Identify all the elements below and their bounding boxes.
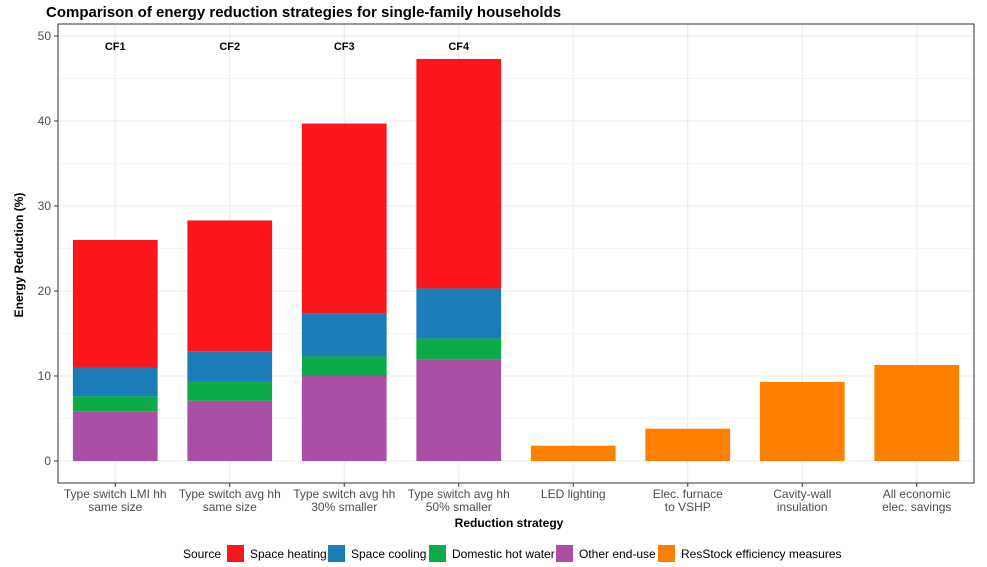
bar-segment — [72, 396, 158, 412]
bar-segment — [530, 445, 616, 461]
y-axis: 0 10 20 30 40 50 — [38, 29, 58, 468]
y-tick-label: 0 — [44, 454, 51, 468]
chart-title: Comparison of energy reduction strategie… — [46, 4, 561, 21]
y-tick-label: 30 — [38, 199, 52, 213]
bar-segment — [72, 240, 158, 368]
bar-segment — [301, 313, 387, 357]
x-tick-label: Type switch avg hh 50% smaller — [408, 487, 510, 514]
plot-panel-border — [57, 23, 975, 484]
bar-segment — [416, 338, 502, 360]
bar-segment — [72, 411, 158, 461]
bar-segment — [72, 367, 158, 397]
legend-swatch — [658, 545, 675, 562]
y-tick-label: 40 — [38, 114, 52, 128]
bar-segment — [416, 288, 502, 339]
x-tick-label: Cavity-wall insulation — [773, 487, 831, 514]
x-tick-label: Elec. furnace to VSHP — [653, 487, 723, 514]
x-tick-label: Type switch avg hh 30% smaller — [293, 487, 395, 514]
bar-annotation: CF4 — [448, 41, 470, 53]
legend-swatch — [328, 545, 345, 562]
bar-segment — [187, 351, 273, 382]
legend-entry-label: ResStock efficiency measures — [681, 547, 842, 561]
legend-title: Source — [183, 547, 221, 561]
y-tick-label: 20 — [38, 284, 52, 298]
bar-segment — [301, 376, 387, 461]
bar-segment — [759, 381, 845, 461]
y-tick-label: 10 — [38, 369, 52, 383]
bar-segment — [416, 58, 502, 289]
legend-entry-label: Other end-use — [579, 547, 656, 561]
bar-segment — [187, 220, 273, 352]
x-tick-label: All economic elec. savings — [882, 487, 951, 514]
legend-entry-label: Domestic hot water — [452, 547, 555, 561]
legend-entry-label: Space heating — [250, 547, 327, 561]
bar-segment — [301, 356, 387, 376]
bar-annotation: CF2 — [219, 41, 240, 53]
bar-segment — [187, 381, 273, 401]
y-axis-title: Energy Reduction (%) — [12, 193, 26, 318]
y-tick-label: 50 — [38, 29, 52, 43]
legend-swatch — [556, 545, 573, 562]
x-tick-label: Type switch avg hh same size — [179, 487, 281, 514]
bars — [72, 58, 960, 461]
legend: Source Space heating Space cooling Domestic… — [183, 545, 842, 562]
legend-entry-label: Space cooling — [351, 547, 426, 561]
bar-segment — [187, 400, 273, 461]
x-tick-label: Type switch LMI hh same size — [64, 487, 167, 514]
x-axis-title: Reduction strategy — [455, 516, 564, 530]
x-tick-label: LED lighting — [541, 487, 606, 501]
legend-swatch — [429, 545, 446, 562]
bar-annotation: CF1 — [105, 41, 126, 53]
bar-segment — [416, 359, 502, 461]
x-axis: Type switch LMI hh same size Type switch a… — [64, 483, 951, 514]
bar-segment — [301, 123, 387, 314]
legend-swatch — [227, 545, 244, 562]
bar-annotations: CF1 CF2 CF3 CF4 — [105, 41, 470, 53]
bar-segment — [645, 428, 731, 461]
bar-segment — [874, 364, 960, 461]
bar-annotation: CF3 — [334, 41, 355, 53]
